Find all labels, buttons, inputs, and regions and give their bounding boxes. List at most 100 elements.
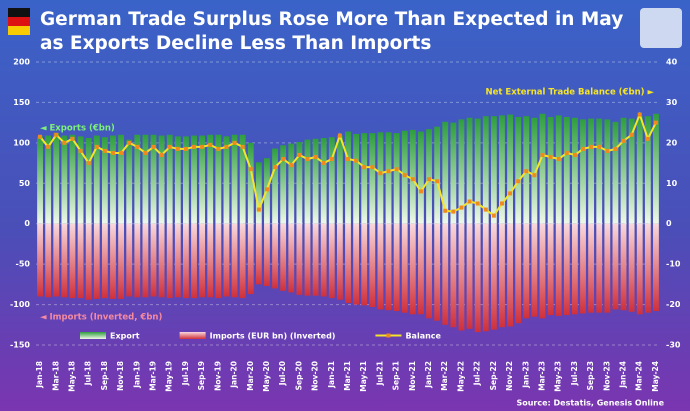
balance-marker [86, 161, 91, 166]
balance-marker [183, 146, 188, 151]
balance-marker [653, 120, 658, 125]
balance-marker [629, 132, 634, 137]
bar [126, 139, 133, 224]
x-tick-label: Nov-18 [116, 361, 125, 391]
balance-marker [475, 201, 480, 206]
balance-marker [46, 144, 51, 149]
bar [296, 142, 303, 224]
bar [474, 118, 481, 224]
x-tick-label: Jul-19 [181, 361, 190, 386]
bar [644, 116, 651, 224]
bar [320, 138, 327, 224]
bar [150, 223, 157, 297]
bar [110, 223, 116, 299]
bar [247, 142, 254, 224]
bar [539, 223, 546, 319]
x-tick-label: Mar-22 [440, 361, 449, 391]
bar [247, 223, 254, 295]
x-tick-label: Mar-20 [246, 361, 255, 391]
x-tick-label: Nov-23 [602, 361, 611, 391]
annotation: Net External Trade Balance (€bn) ► [486, 88, 655, 98]
bar [272, 223, 278, 289]
balance-marker [483, 207, 488, 212]
y-tick-label: 100 [13, 138, 30, 147]
balance-marker [524, 169, 529, 174]
bar [45, 135, 52, 224]
bar [653, 223, 659, 312]
balance-marker [264, 187, 269, 192]
balance-marker [62, 140, 67, 145]
balance-marker [418, 189, 423, 194]
bar [507, 114, 513, 224]
x-tick-label: Mar-21 [343, 361, 352, 391]
balance-marker [435, 179, 440, 184]
y-tick-label: -50 [16, 260, 31, 269]
bar [191, 223, 197, 299]
balance-marker [467, 199, 472, 204]
bar [85, 223, 92, 300]
balance-marker [386, 169, 391, 174]
balance-marker [127, 140, 132, 145]
balance-marker [564, 150, 569, 155]
legend-label: Export [110, 332, 140, 341]
x-tick-label: Jan-20 [230, 361, 239, 389]
bar [547, 223, 554, 316]
balance-marker [540, 152, 545, 157]
x-tick-label: Mar-24 [635, 361, 644, 391]
bar [620, 223, 627, 311]
bar [539, 113, 546, 224]
bar [345, 223, 351, 303]
x-tick-label: Sep-23 [586, 361, 595, 390]
bar [61, 223, 68, 298]
bar [158, 135, 165, 224]
x-tick-label: Jul-21 [375, 361, 384, 386]
balance-marker [94, 144, 99, 149]
balance-marker [224, 144, 229, 149]
y2-tick-label: -30 [666, 341, 681, 350]
bar [547, 116, 554, 224]
x-tick-label: Jul-23 [570, 361, 579, 386]
balance-marker [175, 146, 180, 151]
bar [499, 223, 505, 328]
logo [640, 8, 682, 48]
x-tick-label: Jul-18 [84, 361, 93, 386]
bar [69, 223, 76, 299]
bar [320, 223, 327, 297]
bar [142, 134, 149, 224]
x-tick-label: May-20 [262, 361, 271, 392]
balance-marker [167, 144, 172, 149]
bar [118, 223, 125, 299]
bar [620, 117, 627, 224]
bar [369, 223, 376, 307]
bar [166, 223, 173, 299]
balance-marker [556, 157, 561, 162]
balance-marker [78, 148, 83, 153]
balance-marker [143, 150, 148, 155]
x-tick-label: Mar-19 [149, 361, 158, 391]
y-tick-label: -100 [10, 300, 30, 309]
balance-marker [621, 138, 626, 143]
bar [328, 223, 335, 299]
x-tick-label: May-18 [67, 361, 76, 392]
y2-tick-label: 0 [666, 219, 672, 228]
x-tick-label: Nov-20 [311, 361, 320, 391]
bar [45, 223, 52, 298]
balance-marker [532, 173, 537, 178]
x-tick-label: May-19 [165, 361, 174, 392]
bar [458, 119, 465, 224]
bar [93, 135, 100, 224]
bar [207, 134, 214, 224]
bar [77, 223, 84, 299]
balance-marker [208, 142, 213, 147]
chart-title: German Trade Surplus Rose More Than Expe… [40, 9, 623, 30]
balance-marker [110, 150, 115, 155]
bar [442, 223, 449, 325]
bar [612, 223, 619, 310]
bar [490, 223, 497, 330]
y2-tick-label: 10 [666, 179, 678, 188]
bar [434, 223, 441, 321]
x-tick-label: Sep-22 [489, 361, 498, 390]
bar [223, 136, 230, 224]
bar [150, 134, 157, 224]
bar [393, 133, 400, 224]
